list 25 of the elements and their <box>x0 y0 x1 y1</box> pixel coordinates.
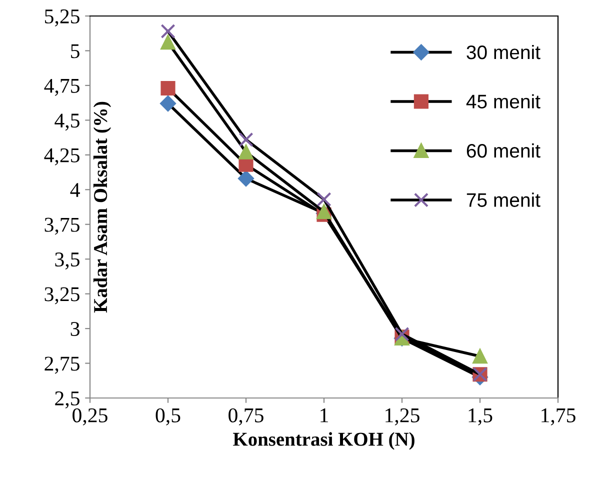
legend-label: 60 menit <box>466 143 540 158</box>
y-tick-label: 2,5 <box>55 391 80 408</box>
x-tick-label: 0,75 <box>228 408 264 426</box>
y-tick-label: 4,25 <box>44 148 80 166</box>
y-tick-label: 4,75 <box>44 78 80 96</box>
x-tick-label: 0,25 <box>72 408 108 426</box>
y-tick-label: 3,5 <box>55 252 80 270</box>
legend-label: 75 menit <box>466 192 540 207</box>
y-tick-label: 2,75 <box>44 356 80 374</box>
x-tick-label: 1,75 <box>542 408 576 426</box>
y-tick-label: 4 <box>70 183 80 197</box>
y-tick-label: 5 <box>71 44 80 58</box>
y-tick-label: 5,25 <box>45 9 80 26</box>
y-tick-label: 3,75 <box>44 218 80 235</box>
y-tick-label: 4,5 <box>54 114 80 131</box>
legend-label: 30 menit <box>466 44 540 60</box>
x-tick-label: 1,25 <box>386 408 420 426</box>
y-axis-title: Kadar Asam Oksalat (%) <box>93 102 112 313</box>
x-tick-label: 1,5 <box>468 408 492 426</box>
x-tick-label: 0,5 <box>156 408 180 426</box>
y-tick-label: 3 <box>70 322 80 336</box>
y-tick-label: 3,25 <box>44 287 80 304</box>
x-tick-label: 1 <box>320 408 328 422</box>
x-axis-title: Konsentrasi KOH (N) <box>233 432 414 450</box>
legend-label: 45 menit <box>466 94 540 108</box>
